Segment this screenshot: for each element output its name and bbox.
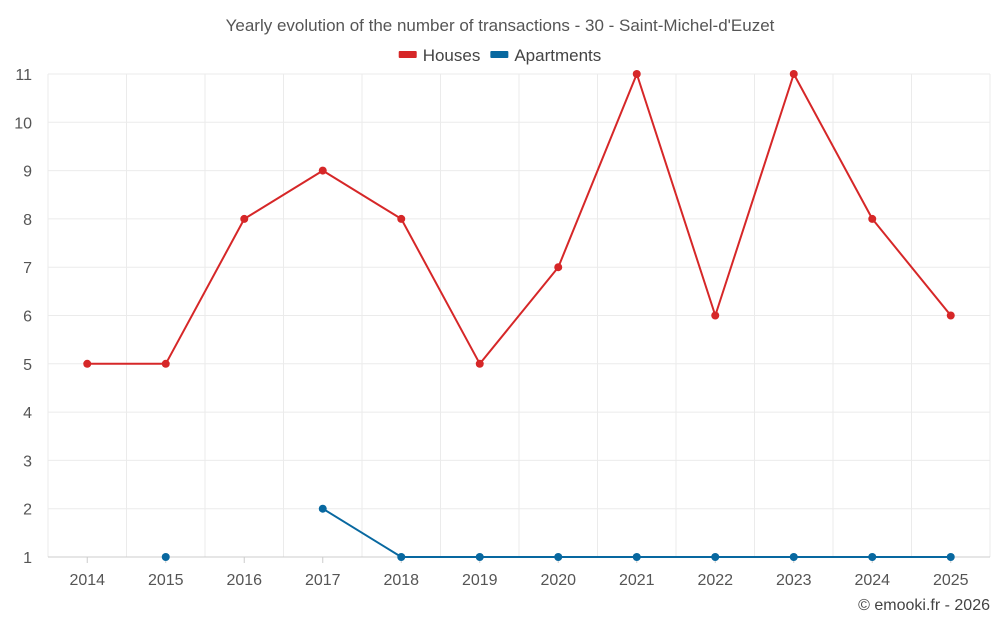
y-tick-label: 11 <box>15 67 32 84</box>
x-tick-label: 2020 <box>540 572 576 589</box>
y-tick-label: 7 <box>23 260 32 277</box>
legend-label: Apartments <box>514 46 601 65</box>
y-axis-ticks: 1 2 3 4 5 6 7 8 9 10 11 <box>14 67 32 567</box>
series-line-apartments <box>322 507 951 558</box>
legend-swatch <box>490 51 509 58</box>
x-tick-label: 2017 <box>305 572 341 589</box>
data-point-apartments[interactable] <box>475 553 484 561</box>
data-point-houses[interactable] <box>240 214 249 223</box>
y-tick-label: 1 <box>23 550 32 567</box>
data-point-apartments[interactable] <box>946 553 955 561</box>
x-tick-label: 2014 <box>69 572 105 589</box>
series-houses <box>83 70 955 368</box>
data-point-houses[interactable] <box>475 359 484 368</box>
y-tick-label: 10 <box>14 115 32 132</box>
data-point-apartments[interactable] <box>161 553 170 561</box>
data-point-apartments[interactable] <box>318 504 327 513</box>
y-tick-label: 4 <box>23 405 32 422</box>
grid <box>47 73 991 558</box>
data-point-apartments[interactable] <box>711 553 720 561</box>
data-point-houses[interactable] <box>83 359 92 368</box>
data-point-houses[interactable] <box>711 311 720 320</box>
series <box>83 70 955 561</box>
y-tick-label: 5 <box>23 357 32 374</box>
x-tick-label: 2018 <box>383 572 419 589</box>
series-line-houses <box>87 73 952 365</box>
x-tick-label: 2015 <box>148 572 184 589</box>
y-tick-label: 9 <box>23 164 32 181</box>
y-tick-label: 3 <box>23 453 32 470</box>
x-tick-label: 2024 <box>854 572 890 589</box>
data-point-apartments[interactable] <box>397 553 406 561</box>
data-point-houses[interactable] <box>789 70 798 78</box>
x-tick-label: 2023 <box>776 572 812 589</box>
data-point-apartments[interactable] <box>554 553 563 561</box>
data-point-houses[interactable] <box>397 214 406 223</box>
legend-swatch <box>398 51 417 58</box>
data-point-houses[interactable] <box>318 166 327 175</box>
y-tick-label: 6 <box>23 309 32 326</box>
x-axis-ticks: 2014 2015 2016 2017 2018 2019 2020 2021 2022 2023… <box>69 557 969 589</box>
legend-item-houses[interactable]: Houses <box>398 46 481 65</box>
legend: Houses Apartments <box>398 46 601 65</box>
data-point-apartments[interactable] <box>868 553 877 561</box>
data-point-houses[interactable] <box>946 311 955 320</box>
y-tick-label: 8 <box>23 212 32 229</box>
data-point-houses[interactable] <box>554 263 563 272</box>
data-point-houses[interactable] <box>868 214 877 223</box>
y-tick-label: 2 <box>23 502 32 519</box>
x-tick-label: 2016 <box>226 572 262 589</box>
data-point-houses[interactable] <box>632 70 641 78</box>
legend-item-apartments[interactable]: Apartments <box>490 46 601 65</box>
credit-text: © emooki.fr - 2026 <box>858 597 990 614</box>
legend-label: Houses <box>423 46 481 65</box>
x-tick-label: 2019 <box>462 572 498 589</box>
data-point-houses[interactable] <box>161 359 170 368</box>
data-point-apartments[interactable] <box>789 553 798 561</box>
chart-title: Yearly evolution of the number of transa… <box>226 16 775 35</box>
x-tick-label: 2025 <box>933 572 969 589</box>
x-tick-label: 2022 <box>697 572 733 589</box>
x-tick-label: 2021 <box>619 572 655 589</box>
data-point-apartments[interactable] <box>632 553 641 561</box>
series-apartments <box>161 504 955 561</box>
